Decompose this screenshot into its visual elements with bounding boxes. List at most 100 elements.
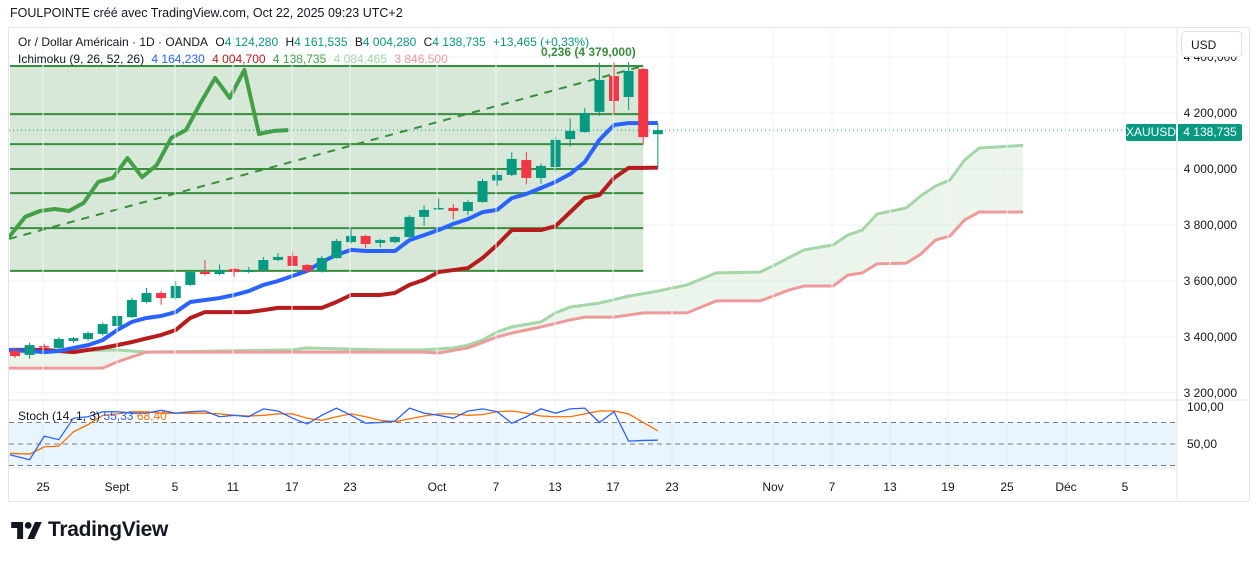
candle	[331, 239, 342, 259]
time-axis-label: 23	[665, 480, 679, 494]
time-axis-label: 5	[172, 480, 179, 494]
candle	[550, 136, 561, 172]
currency-button[interactable]: USD	[1181, 31, 1242, 57]
candle-body	[594, 79, 605, 112]
candle	[506, 152, 517, 176]
price-axis-label: 3 600,000	[1184, 274, 1238, 288]
chart-caption: FOULPOINTE créé avec TradingView.com, Oc…	[10, 6, 403, 20]
candle	[199, 260, 210, 276]
ohlc-low: B4 004,280	[354, 35, 417, 49]
candle	[375, 239, 386, 248]
stoch-axis-label: 100,00	[1187, 400, 1224, 414]
candle	[609, 62, 620, 115]
ichimoku-span-a-value: 4 084,465	[333, 52, 388, 66]
candle	[141, 288, 152, 304]
ichimoku-label[interactable]: Ichimoku (9, 26, 52, 26)	[18, 52, 145, 66]
candle-body	[609, 76, 620, 101]
candle-body	[83, 333, 94, 339]
price-axis-label: 3 800,000	[1184, 218, 1238, 232]
candle	[10, 347, 20, 358]
candle	[360, 234, 371, 249]
candle-body	[521, 160, 532, 178]
candle-body	[346, 235, 357, 243]
ichimoku-chikou-value: 4 138,735	[272, 52, 327, 66]
candle	[404, 215, 415, 238]
tradingview-logo-text: TradingView	[48, 518, 169, 541]
candle-body	[287, 256, 298, 266]
stoch-label[interactable]: Stoch (14, 1, 3)	[18, 409, 101, 423]
candle	[302, 263, 313, 273]
candle-body	[535, 165, 546, 178]
candle	[24, 342, 35, 359]
candle	[97, 322, 108, 336]
candle-body	[302, 265, 313, 271]
tradingview-logo[interactable]: TradingView	[11, 518, 168, 542]
candle-body	[331, 240, 342, 259]
candle	[433, 198, 444, 210]
price-axis-label: 3 400,000	[1184, 330, 1238, 344]
candle	[462, 199, 473, 216]
time-axis-label: 25	[36, 480, 50, 494]
candle	[389, 236, 400, 244]
ichimoku-chikou	[9, 67, 289, 239]
candle	[316, 255, 327, 273]
candle	[594, 62, 605, 116]
tradingview-logo-icon	[11, 521, 42, 539]
price-axis-label: 4 000,000	[1184, 162, 1238, 176]
candle	[243, 267, 254, 274]
candle	[214, 264, 225, 276]
candle-body	[462, 202, 473, 211]
candle-body	[272, 256, 283, 260]
time-axis-label: Déc	[1055, 480, 1076, 494]
candle-body	[10, 351, 20, 357]
candle	[126, 297, 137, 318]
time-axis-label: 7	[493, 480, 500, 494]
ichimoku-legend: Ichimoku (9, 26, 52, 26) 4 164,230 4 004…	[18, 52, 452, 66]
candle-body	[579, 113, 590, 133]
chart-frame	[8, 27, 1250, 502]
symbol-name[interactable]: Or / Dollar Américain · 1D · OANDA	[18, 35, 209, 49]
ichimoku-cloud	[9, 145, 1024, 369]
candle-body	[565, 130, 576, 140]
ohlc-change: +13,465 (+0,33%)	[493, 35, 590, 49]
time-axis-label: 13	[883, 480, 897, 494]
main-pane	[9, 56, 1176, 394]
price-axis-label: 3 200,000	[1184, 386, 1238, 400]
candle-body	[258, 260, 269, 271]
candle-body	[389, 237, 400, 243]
candle-body	[316, 258, 327, 271]
time-axis-label: Oct	[428, 480, 447, 494]
candle	[68, 337, 79, 344]
candle	[53, 337, 64, 350]
time-axis-label: 13	[548, 480, 562, 494]
candle-body	[97, 324, 108, 334]
candle	[170, 281, 181, 300]
stoch-d-line	[9, 410, 659, 455]
candle-body	[126, 300, 137, 318]
candle-body	[419, 209, 430, 217]
candle	[185, 269, 196, 287]
stoch-d-value: 68,40	[136, 409, 167, 423]
stoch-k-line	[9, 407, 658, 461]
candle-body	[39, 345, 50, 348]
candle	[258, 257, 269, 272]
candle-body	[243, 270, 254, 273]
time-axis-label: 17	[285, 480, 299, 494]
time-axis-label: 11	[227, 480, 240, 494]
candle-body	[506, 158, 517, 175]
candle-body	[170, 286, 181, 299]
candle-body	[68, 338, 79, 341]
time-axis-label: 7	[829, 480, 836, 494]
candle	[156, 290, 167, 305]
candle	[492, 171, 503, 186]
candle-body	[433, 207, 444, 210]
candle	[579, 107, 590, 133]
candle	[229, 268, 240, 277]
time-axis-label: 19	[941, 480, 955, 494]
ichimoku-span-b	[9, 210, 1024, 370]
candle-body	[550, 139, 561, 168]
candle-body	[623, 71, 634, 98]
ohlc-open: O4 124,280	[215, 35, 279, 49]
price-tag-value: 4 138,735	[1178, 124, 1242, 141]
